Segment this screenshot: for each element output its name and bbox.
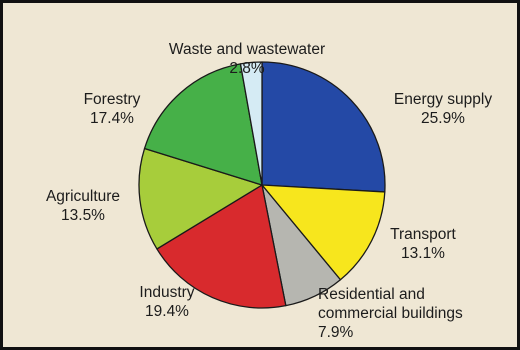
label-energy-supply-pct: 25.9%	[421, 110, 465, 127]
label-industry-name: Industry	[139, 284, 194, 301]
label-agriculture-name: Agriculture	[46, 188, 120, 205]
slice-waste-and-wastewater	[239, 61, 263, 186]
slice-industry	[156, 184, 287, 309]
label-forestry-pct: 17.4%	[90, 110, 134, 127]
label-waste-pct: 2.8%	[229, 60, 265, 77]
label-waste-wastewater: Waste and wastewater 2.8%	[169, 41, 325, 77]
slice-energy-supply	[261, 61, 386, 193]
slice-forestry	[143, 63, 263, 186]
label-residential-commercial: Residential and commercial buildings 7.9…	[318, 286, 463, 341]
label-agriculture: Agriculture 13.5%	[46, 188, 120, 224]
label-residential-pct: 7.9%	[318, 324, 354, 341]
label-industry: Industry 19.4%	[139, 284, 194, 320]
label-transport-pct: 13.1%	[401, 245, 445, 262]
label-waste-name: Waste and wastewater	[169, 41, 325, 58]
label-agriculture-pct: 13.5%	[61, 207, 105, 224]
slice-transport	[261, 184, 386, 281]
label-residential-line1: Residential and	[318, 286, 425, 303]
label-residential-line2: commercial buildings	[318, 305, 463, 322]
label-transport: Transport 13.1%	[390, 226, 456, 262]
slice-agriculture	[138, 147, 263, 250]
pie-slices	[138, 61, 386, 309]
label-energy-supply-name: Energy supply	[394, 91, 492, 108]
label-energy-supply: Energy supply 25.9%	[394, 91, 492, 127]
label-transport-name: Transport	[390, 226, 456, 243]
label-forestry: Forestry 17.4%	[84, 91, 141, 127]
label-forestry-name: Forestry	[84, 91, 141, 108]
label-industry-pct: 19.4%	[145, 303, 189, 320]
